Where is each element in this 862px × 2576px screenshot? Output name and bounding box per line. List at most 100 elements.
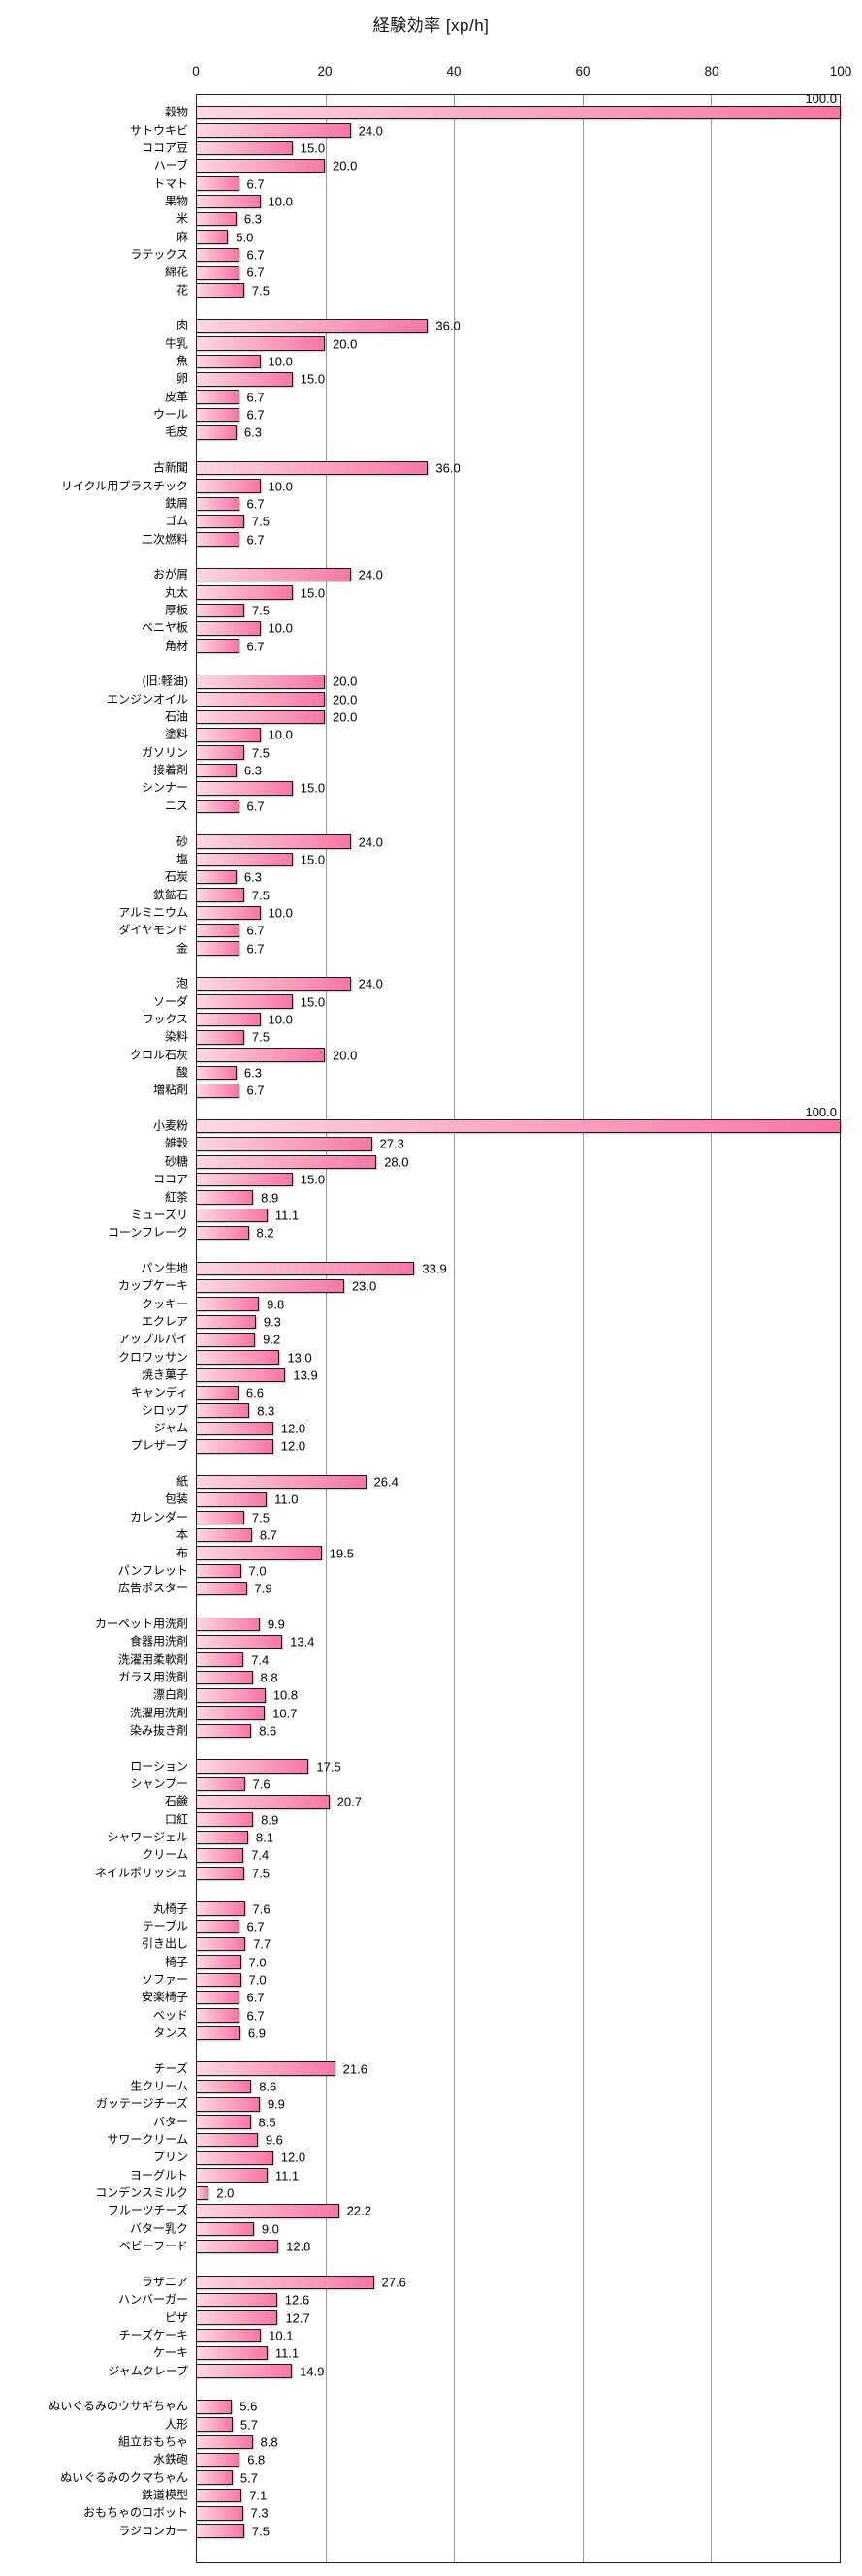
bar-row: 牛乳 20.0 <box>0 335 862 353</box>
bar <box>196 266 239 280</box>
value-label: 13.4 <box>290 1634 315 1649</box>
bar-track: 9.3 <box>196 1313 841 1331</box>
category-label: 肉 <box>176 319 188 333</box>
value-label: 8.1 <box>255 1830 273 1845</box>
bar-row: エンジンオイル 20.0 <box>0 691 862 708</box>
x-axis: 0 20 40 60 80 100 <box>192 64 851 83</box>
bar-track: 12.0 <box>196 2149 841 2166</box>
bar-track: 100.0 <box>196 1105 841 1135</box>
bar-row: 毛皮 6.3 <box>0 424 862 441</box>
bar <box>196 1278 344 1294</box>
bar <box>196 2151 273 2165</box>
bar-row: シャンプー 7.6 <box>0 1775 862 1793</box>
bar <box>196 2364 293 2378</box>
category-label: 口紅 <box>164 1812 188 1827</box>
category-label: おもちゃのロボット <box>82 2506 188 2521</box>
bar <box>196 336 325 351</box>
bar <box>196 1386 239 1400</box>
bar <box>196 1723 252 1739</box>
bar <box>196 1848 244 1863</box>
value-label: 24.0 <box>358 123 383 139</box>
bar-row: 金 6.7 <box>0 939 862 957</box>
category-label: ソーダ <box>152 994 188 1009</box>
bar-track: 6.3 <box>196 210 841 228</box>
bar-track: 6.9 <box>196 2025 841 2042</box>
bar-row: カレンダー 7.5 <box>0 1509 862 1526</box>
value-label: 24.0 <box>358 834 383 850</box>
bar-track: 15.0 <box>196 779 841 797</box>
bar-row: コンデンスミルク 2.0 <box>0 2184 862 2202</box>
bar-track: 6.8 <box>196 2451 841 2468</box>
category-label: 酸 <box>176 1065 188 1080</box>
value-label: 7.4 <box>251 1847 270 1863</box>
bar-row: トマト 6.7 <box>0 174 862 192</box>
category-label: 泡 <box>176 977 188 991</box>
bar-track: 6.7 <box>196 246 841 264</box>
value-label: 8.9 <box>261 1190 279 1206</box>
category-label: 接着剤 <box>152 763 188 777</box>
plot-area <box>196 94 841 2563</box>
value-label: 2.0 <box>216 2185 235 2201</box>
value-label: 8.8 <box>260 1670 278 1685</box>
value-label: 7.5 <box>251 1866 270 1881</box>
bar-track: 20.0 <box>196 1047 841 1064</box>
bar-row: 鉄道模型 7.1 <box>0 2487 862 2504</box>
bar-track: 23.0 <box>196 1277 841 1295</box>
category-label: ゴム <box>164 514 188 528</box>
bar-row: クロワッサン 13.0 <box>0 1349 862 1367</box>
category-label: 引き出し <box>141 1936 188 1951</box>
category-label: 角材 <box>164 639 188 653</box>
value-label: 6.3 <box>243 1065 262 1081</box>
bar-track: 6.7 <box>196 1918 841 1935</box>
bar-row: チーズケーキ 10.1 <box>0 2327 862 2344</box>
bar <box>196 1634 283 1649</box>
bar <box>196 1563 241 1579</box>
category-label: シンナー <box>141 781 188 796</box>
bar <box>196 1492 268 1507</box>
bar-track: 8.8 <box>196 2434 841 2451</box>
bar <box>196 2115 251 2129</box>
bar-track: 15.0 <box>196 370 841 388</box>
category-label: ラザニア <box>141 2275 188 2289</box>
value-label: 5.0 <box>236 230 254 245</box>
bar <box>196 1172 293 1187</box>
bar-track: 19.5 <box>196 1544 841 1561</box>
value-label: 13.9 <box>293 1367 318 1383</box>
value-label: 6.8 <box>247 2452 266 2467</box>
bar <box>196 905 261 921</box>
bar <box>196 728 261 742</box>
bar-track: 9.6 <box>196 2131 841 2149</box>
bar-track: 8.2 <box>196 1224 841 1241</box>
category-label: トマト <box>152 176 188 191</box>
bar-row: 麻 5.0 <box>0 228 862 245</box>
bar-track: 6.7 <box>196 495 841 513</box>
bar <box>196 460 429 476</box>
bar <box>196 567 351 582</box>
value-label: 6.3 <box>243 869 262 885</box>
bar <box>196 639 239 653</box>
value-label: 6.9 <box>247 2026 266 2041</box>
category-label: 牛乳 <box>164 336 188 351</box>
bar-track: 15.0 <box>196 993 841 1011</box>
bar-row: ジャム 12.0 <box>0 1420 862 1437</box>
category-label: ジャムクレープ <box>108 2364 188 2378</box>
bar <box>196 834 351 849</box>
bar-row: シロップ 8.3 <box>0 1402 862 1420</box>
value-label: 9.2 <box>263 1332 281 1347</box>
value-label: 7.5 <box>251 1029 270 1045</box>
bar-track: 7.1 <box>196 2487 841 2504</box>
category-label: 塗料 <box>164 728 188 742</box>
bar-row: ガラス用洗剤 8.8 <box>0 1669 862 1686</box>
bar <box>196 1333 256 1347</box>
bar-track: 15.0 <box>196 140 841 157</box>
bar <box>196 230 229 244</box>
category-label: 魚 <box>176 354 188 368</box>
bar-row: 洗濯用柔軟剤 7.4 <box>0 1650 862 1668</box>
bar <box>196 390 239 404</box>
value-label: 10.1 <box>269 2328 294 2343</box>
category-label: 組立おもちゃ <box>117 2435 188 2449</box>
bar <box>196 1297 260 1311</box>
bar <box>196 994 293 1009</box>
bar <box>196 585 293 600</box>
bar <box>196 1919 239 1934</box>
